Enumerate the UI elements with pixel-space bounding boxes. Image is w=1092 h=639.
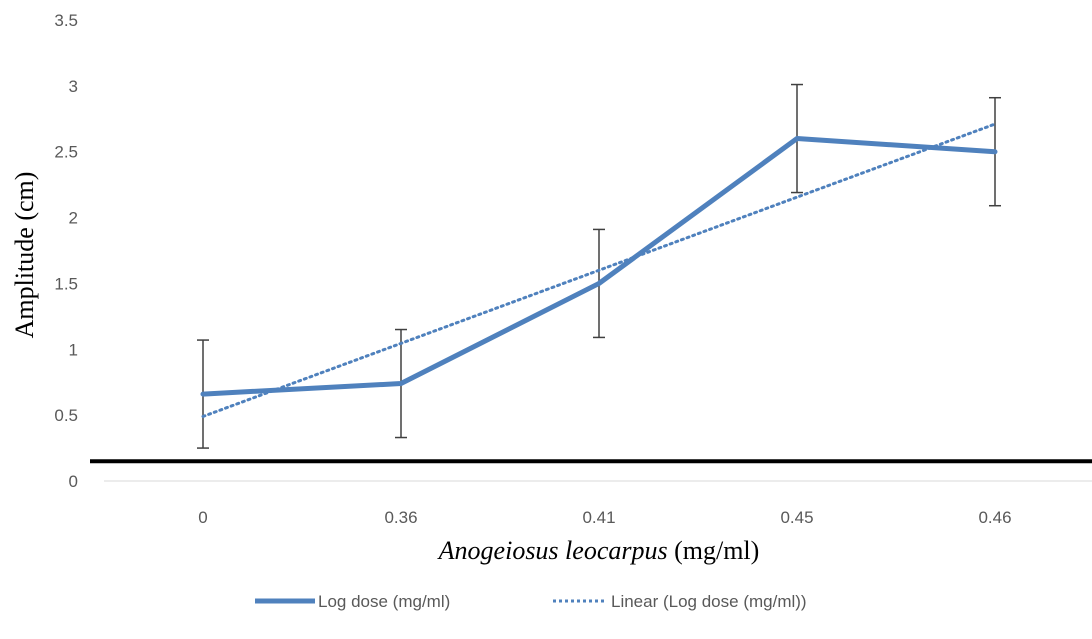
x-tick-label: 0.46 <box>978 508 1011 527</box>
x-tick-label: 0 <box>198 508 207 527</box>
series-line-linear-trend <box>201 122 997 418</box>
x-axis-title: Anogeiosus leocarpus (mg/ml) <box>437 536 760 565</box>
y-axis-title: Amplitude (cm) <box>10 172 39 339</box>
x-tick-label: 0.45 <box>780 508 813 527</box>
legend: Log dose (mg/ml) Linear (Log dose (mg/ml… <box>255 592 807 611</box>
legend-label-log-dose: Log dose (mg/ml) <box>318 592 450 611</box>
y-tick-label: 0 <box>69 472 78 491</box>
y-tick-label: 0.5 <box>54 406 78 425</box>
y-tick-label: 3.5 <box>54 11 78 30</box>
x-tick-labels: 0 0.36 0.41 0.45 0.46 <box>198 508 1011 527</box>
error-bars <box>197 83 1001 449</box>
legend-label-linear: Linear (Log dose (mg/ml)) <box>611 592 807 611</box>
y-tick-labels: 0 0.5 1 1.5 2 2.5 3 3.5 <box>54 11 78 491</box>
y-tick-label: 2.5 <box>54 143 78 162</box>
series-lines <box>200 122 998 418</box>
series-line-log-dose <box>200 136 998 397</box>
y-tick-label: 1.5 <box>54 274 78 293</box>
x-axis-title-italic: Anogeiosus leocarpus <box>437 536 668 565</box>
x-tick-label: 0.36 <box>384 508 417 527</box>
y-tick-label: 3 <box>69 77 78 96</box>
y-tick-label: 1 <box>69 340 78 359</box>
y-tick-label: 2 <box>69 209 78 228</box>
x-axis-title-unit: (mg/ml) <box>668 536 760 565</box>
x-tick-label: 0.41 <box>582 508 615 527</box>
